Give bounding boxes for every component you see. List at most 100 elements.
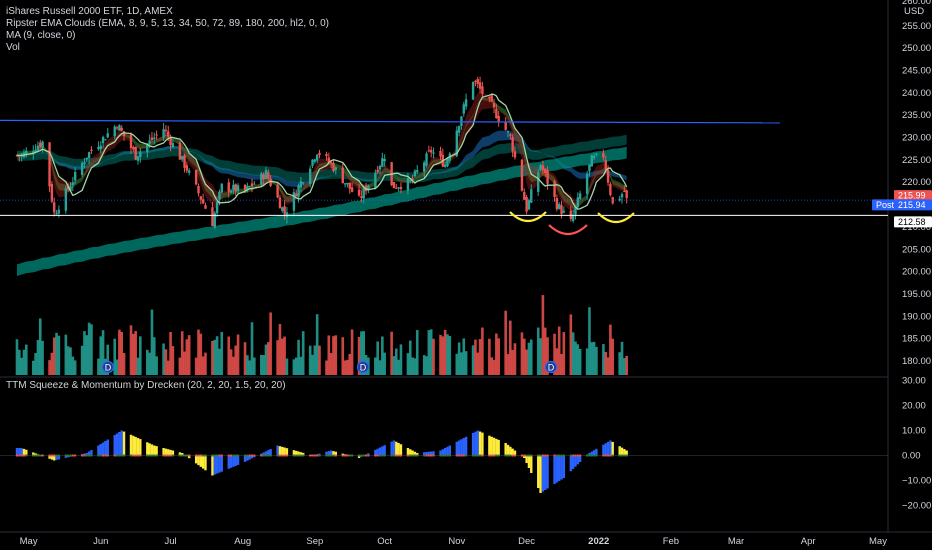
momentum-bar bbox=[243, 455, 247, 462]
ema-cloud-legend[interactable]: Ripster EMA Clouds (EMA, 8, 9, 5, 13, 34… bbox=[6, 18, 329, 29]
momentum-bar bbox=[187, 455, 191, 459]
volume-bar bbox=[90, 324, 93, 375]
volume-bar bbox=[422, 355, 426, 375]
squeeze-dot bbox=[15, 454, 18, 457]
candle-body bbox=[285, 212, 289, 218]
volume-bar bbox=[113, 338, 117, 375]
volume-legend[interactable]: Vol bbox=[6, 42, 20, 53]
momentum-bar bbox=[15, 448, 19, 456]
candle-body bbox=[269, 178, 272, 186]
volume-bar bbox=[308, 345, 312, 375]
squeeze-dot bbox=[181, 454, 184, 457]
volume-bar bbox=[183, 351, 186, 375]
candle-body bbox=[115, 127, 119, 129]
candle-body bbox=[194, 169, 198, 185]
squeeze-dot bbox=[113, 454, 116, 457]
squeeze-dot bbox=[183, 454, 186, 457]
candle-body bbox=[183, 155, 186, 168]
oscillator-tick-label: −20.00 bbox=[902, 501, 931, 512]
momentum-bar bbox=[574, 455, 577, 467]
volume-bar bbox=[318, 345, 321, 375]
momentum-bar bbox=[497, 439, 500, 456]
momentum-bar bbox=[578, 455, 582, 463]
candle-body bbox=[297, 185, 300, 197]
resistance-line bbox=[0, 119, 781, 124]
squeeze-dot bbox=[365, 454, 368, 457]
candle-body bbox=[34, 150, 37, 152]
squeeze-dot bbox=[416, 454, 419, 457]
candle-body bbox=[446, 158, 449, 167]
price-tag-bg bbox=[872, 199, 896, 211]
squeeze-dot bbox=[474, 454, 477, 457]
squeeze-dot bbox=[169, 454, 172, 457]
squeeze-dot bbox=[25, 454, 28, 457]
candle-body bbox=[41, 141, 44, 148]
squeeze-dot bbox=[479, 454, 482, 457]
squeeze-dot bbox=[588, 454, 591, 457]
squeeze-dot bbox=[123, 454, 126, 457]
volume-bar bbox=[425, 356, 428, 375]
candle-body bbox=[397, 187, 400, 189]
momentum-bar bbox=[232, 455, 235, 467]
price-tick-label: 180.00 bbox=[902, 356, 931, 367]
candle-body bbox=[134, 146, 137, 160]
squeeze-dot bbox=[297, 454, 300, 457]
candle-body bbox=[509, 134, 512, 136]
volume-bar bbox=[118, 329, 121, 375]
volume-bar bbox=[602, 344, 605, 375]
candle-body bbox=[432, 152, 435, 154]
volume-bar bbox=[585, 348, 589, 375]
candle-body bbox=[292, 192, 296, 211]
volume-bar bbox=[592, 341, 596, 375]
symbol-legend[interactable]: iShares Russell 2000 ETF, 1D, AMEX bbox=[6, 6, 173, 17]
volume-bar bbox=[343, 360, 347, 375]
price-tag-label: 215.94 bbox=[898, 200, 926, 210]
volume-bar bbox=[604, 351, 608, 375]
squeeze-dot bbox=[74, 454, 77, 457]
candle-body bbox=[488, 96, 491, 99]
momentum-bar bbox=[55, 455, 58, 460]
price-tick-label: 195.00 bbox=[902, 289, 931, 300]
squeeze-dot bbox=[313, 454, 316, 457]
momentum-bar bbox=[199, 455, 203, 467]
candle-body bbox=[513, 151, 517, 158]
candle-body bbox=[409, 180, 412, 182]
momentum-bar bbox=[201, 455, 205, 469]
volume-bar bbox=[276, 340, 279, 375]
ttm-squeeze-legend[interactable]: TTM Squeeze & Momentum by Drecken (20, 2… bbox=[6, 380, 286, 391]
momentum-bar bbox=[281, 446, 284, 456]
candle-body bbox=[592, 156, 596, 159]
momentum-bar bbox=[90, 450, 93, 456]
candle-body bbox=[511, 137, 514, 152]
squeeze-dot bbox=[262, 454, 265, 457]
momentum-bar bbox=[113, 435, 116, 456]
candle-body bbox=[504, 121, 507, 130]
candle-body bbox=[325, 153, 328, 157]
price-tag-label: 215.99 bbox=[898, 191, 926, 201]
volume-bar bbox=[374, 357, 377, 375]
volume-bar bbox=[341, 337, 345, 375]
volume-bar bbox=[152, 337, 156, 375]
volume-bar bbox=[327, 335, 331, 375]
squeeze-dot bbox=[104, 454, 107, 457]
momentum-bar bbox=[134, 436, 137, 456]
candle-body bbox=[181, 156, 184, 160]
candle-body bbox=[618, 198, 621, 201]
ma-legend[interactable]: MA (9, close, 0) bbox=[6, 30, 76, 41]
candle-body bbox=[276, 184, 279, 198]
price-tick-label: 185.00 bbox=[902, 334, 931, 345]
momentum-bar bbox=[560, 455, 563, 480]
squeeze-dot bbox=[558, 454, 561, 457]
candle-body bbox=[374, 172, 377, 188]
volume-bar bbox=[478, 339, 482, 375]
squeeze-dot bbox=[32, 454, 35, 457]
time-tick-label: Feb bbox=[663, 536, 679, 547]
momentum-bar bbox=[620, 447, 624, 456]
volume-bar bbox=[50, 352, 54, 375]
momentum-bar bbox=[390, 441, 393, 456]
candle-body bbox=[99, 145, 102, 150]
volume-bar bbox=[218, 348, 221, 375]
volume-bar bbox=[301, 331, 305, 375]
volume-bar bbox=[432, 338, 435, 375]
